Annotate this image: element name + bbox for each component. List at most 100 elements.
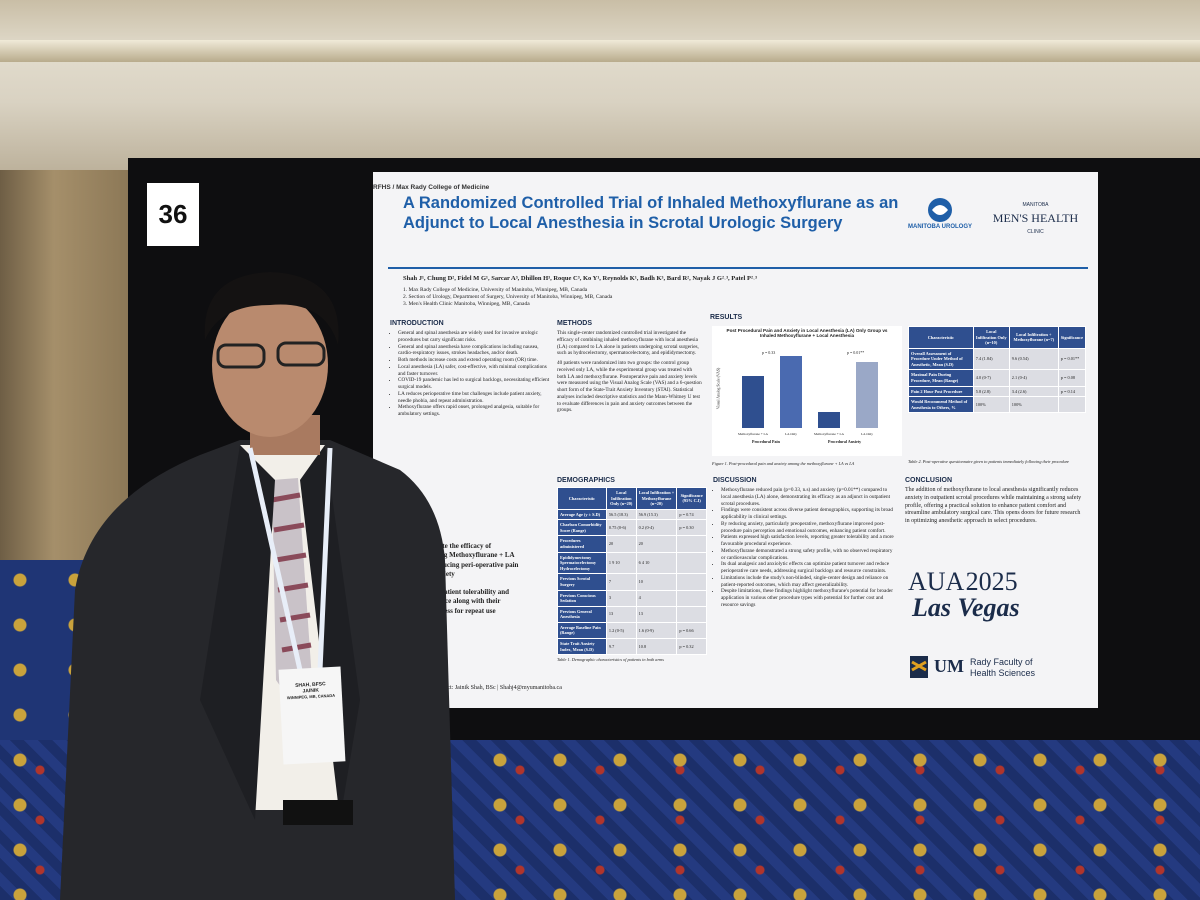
logos: MANITOBA UROLOGY MANITOBA MEN'S HEALTH C… — [908, 194, 1088, 254]
aua-name: AUA — [908, 567, 965, 596]
cell: 13 — [635, 605, 678, 623]
table-row: Would Recommend Method of Anesthesia to … — [908, 396, 1087, 414]
cell: Procedures administered — [557, 535, 607, 553]
cell — [1057, 396, 1087, 414]
cell: 1 9 10 — [605, 551, 637, 575]
tie-stripes — [271, 492, 312, 653]
cell — [676, 551, 707, 575]
demographics: DEMOGRAPHICS Characteristic Local Infiltra… — [557, 477, 707, 663]
bullet: Local anesthesia (LA) safer, cost-effect… — [398, 364, 550, 378]
group-label: Procedural Anxiety — [828, 438, 862, 444]
ceiling — [0, 0, 1200, 170]
cell: Epididymectomy Spermatocelectomy Hydroce… — [557, 551, 607, 575]
cell — [676, 535, 707, 553]
belt — [283, 800, 353, 825]
figure-caption: Figure 1. Post-procedural pain and anxie… — [712, 461, 855, 466]
table-row: Previous Conscious Sedation 3 4 — [557, 589, 707, 607]
table-row: Procedures administered 20 20 — [557, 535, 707, 553]
header-cell: Local Infiltration + Methoxyflurane (n=2… — [635, 487, 678, 510]
section-heading: DEMOGRAPHICS — [557, 477, 615, 484]
lanyard — [247, 447, 333, 671]
bar — [780, 356, 802, 428]
molding — [0, 40, 1200, 62]
cell: Overall Assessment of Procedure Under Me… — [908, 347, 974, 371]
cell: 3 — [605, 589, 637, 607]
bullet: By reducing anxiety, particularly preope… — [721, 521, 896, 535]
bar-label: Methoxyflurane + LA — [814, 431, 844, 436]
cell: p = 0.32 — [676, 637, 707, 656]
glasses — [216, 343, 266, 369]
cell: p = 0.08 — [1057, 369, 1087, 387]
bar — [742, 376, 764, 428]
bullet: Methoxyflurane demonstrated a strong saf… — [721, 548, 896, 562]
results: RESULTS Post Procedural Pain and Anxiety … — [710, 314, 1088, 469]
bullet: Methoxyflurane reduced pain (p=0.33, n.s… — [721, 487, 896, 507]
hair — [204, 272, 339, 345]
bullet: COVID-19 pandemic has led to surgical ba… — [398, 377, 550, 391]
cell: 7.4 (1.84) — [972, 347, 1010, 371]
clinic-logo: CLINIC — [1027, 229, 1044, 235]
poster: RFHS / Max Rady College of Medicine A Ra… — [373, 172, 1098, 708]
face — [212, 293, 328, 437]
conclusion: CONCLUSION The addition of methoxyflurane… — [905, 477, 1085, 529]
cell: Maximal Pain During Procedure, Mean (Ran… — [908, 369, 974, 387]
table-row: Previous General Anesthesia 13 13 — [557, 605, 707, 623]
section-heading: CONCLUSION — [905, 477, 953, 484]
cell: 13 — [605, 605, 637, 623]
cell: State Trait Anxiety Index, Mean (S.D) — [557, 637, 607, 656]
bar-label: LA Only — [785, 431, 797, 436]
poster-title: A Randomized Controlled Trial of Inhaled… — [403, 194, 899, 232]
um-logo: UM Rady Faculty of Health Sciences — [908, 654, 1088, 684]
bullet: Methoxyflurane offers rapid onset, prolo… — [398, 404, 550, 418]
bullet: Findings were consistent across diverse … — [721, 507, 896, 521]
urology-icon — [928, 198, 952, 222]
section-heading: RESULTS — [710, 314, 743, 321]
cell: 20 — [635, 535, 678, 553]
bullet: Despite limitations, these findings high… — [721, 588, 896, 608]
section-heading: DISCUSSION — [713, 477, 757, 484]
aua-logo: AUA 2025 Las Vegas — [908, 567, 1088, 623]
group-label: Procedural Pain — [752, 438, 780, 444]
clinic-logo: MEN'S HEALTH — [992, 211, 1079, 225]
bullet: General and spinal anesthesia are widely… — [398, 330, 550, 344]
discussion: DISCUSSION Methoxyflurane reduced pain (p… — [713, 477, 896, 609]
table-caption: Table 1. Demographic characteristics of … — [557, 657, 664, 663]
figure: Post Procedural Pain and Anxiety in Loca… — [712, 326, 902, 456]
wall — [0, 170, 135, 570]
cell: 6 4 10 — [635, 551, 678, 575]
cell: Average Baseline Pain (Range) — [557, 621, 607, 639]
bar — [856, 362, 878, 428]
bar-label: Methoxyflurane + LA — [738, 431, 768, 436]
paragraph: This single-center randomized controlled… — [557, 330, 699, 357]
um-line: Health Sciences — [970, 668, 1036, 678]
bullet: Limitations include the study's non-blin… — [721, 575, 896, 589]
cell: 1.6 (0-9) — [635, 621, 678, 639]
objective-line: izing Methoxyflurane + LA — [433, 551, 515, 560]
paragraph: 40 patients were randomized into two gro… — [557, 360, 702, 414]
cell: 7 — [605, 573, 637, 591]
p-value: p = 0.01** — [847, 350, 865, 355]
objective-line: luate the efficacy of — [433, 542, 492, 550]
clinic-logo: MANITOBA — [1022, 202, 1049, 208]
section-heading: METHODS — [557, 320, 592, 327]
um-icon — [910, 656, 928, 678]
header-cell: Local Infiltration Only (n=20) — [605, 487, 637, 510]
objective-line: ngness for repeat use — [433, 606, 496, 615]
divider — [388, 267, 1088, 269]
contact: Contact: Jainik Shah, BSc | Shahj4@myuma… — [433, 685, 562, 691]
affiliation: 3. Men's Health Clinic Manitoba, Winnipe… — [403, 301, 530, 308]
cell: 100% — [972, 396, 1010, 414]
bullet: LA reduces perioperative time but challe… — [398, 391, 550, 405]
section-heading: INTRODUCTION — [390, 320, 444, 327]
um-mark: UM — [934, 656, 964, 676]
glasses — [276, 341, 326, 367]
lapels — [200, 445, 360, 820]
aua-city: Las Vegas — [912, 593, 1020, 622]
table-row: Average Baseline Pain (Range) 1.2 (0-5) 1.… — [557, 621, 707, 639]
header-cell: Characteristic — [908, 326, 974, 349]
cell: 10.8 — [635, 637, 678, 656]
affiliation: 1. Max Rady College of Medicine, Univers… — [403, 287, 588, 293]
aua-year: 2025 — [965, 567, 1018, 596]
bullet: Patients expressed high satisfaction lev… — [721, 534, 896, 548]
